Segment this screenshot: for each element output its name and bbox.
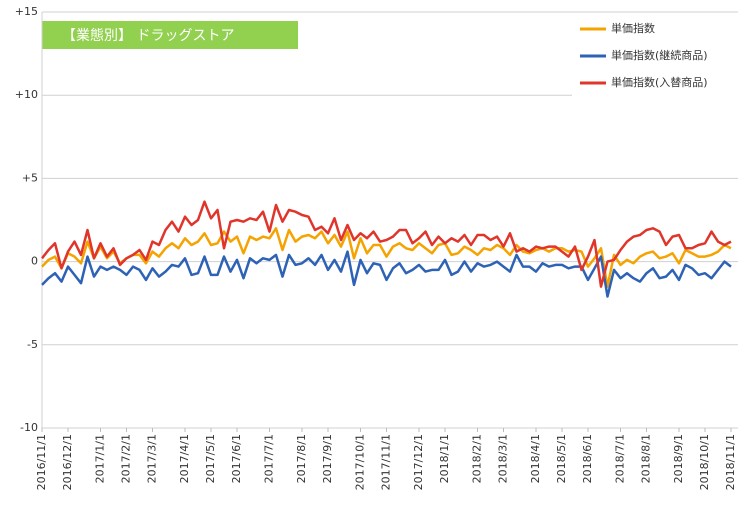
x-tick-label: 2018/1/1 <box>438 434 451 483</box>
x-tick-label: 2018/2/1 <box>471 434 484 483</box>
x-tick-label: 2017/7/1 <box>263 434 276 483</box>
x-tick-label: 2016/12/1 <box>61 434 74 490</box>
legend-label: 単価指数(継続商品) <box>611 48 708 62</box>
x-tick-label: 2018/8/1 <box>640 434 653 483</box>
x-tick-label: 2017/1/1 <box>94 434 107 483</box>
x-tick-label: 2018/11/1 <box>724 434 737 490</box>
x-tick-label: 2018/4/1 <box>529 434 542 483</box>
x-tick-label: 2017/12/1 <box>412 434 425 490</box>
x-tick-label: 2017/9/1 <box>321 434 334 483</box>
x-tick-label: 2017/11/1 <box>380 434 393 490</box>
x-tick-label: 2018/9/1 <box>672 434 685 483</box>
series-line <box>41 200 732 288</box>
x-tick-label: 2017/6/1 <box>230 434 243 483</box>
x-tick-label: 2018/5/1 <box>555 434 568 483</box>
legend-label: 単価指数 <box>611 21 655 35</box>
chart-title: 【業態別】 ドラッグストア <box>62 28 234 44</box>
series-line <box>41 250 732 298</box>
y-tick-label: 0 <box>31 255 38 268</box>
x-tick-label: 2018/7/1 <box>614 434 627 483</box>
x-tick-label: 2017/2/1 <box>120 434 133 483</box>
x-tick-label: 2017/5/1 <box>204 434 217 483</box>
x-tick-label: 2018/10/1 <box>698 434 711 490</box>
legend-label: 単価指数(入替商品) <box>611 75 708 89</box>
x-tick-label: 2017/10/1 <box>354 434 367 490</box>
x-tick-label: 2017/8/1 <box>295 434 308 483</box>
y-tick-label: -10 <box>20 421 38 434</box>
x-tick-label: 2018/6/1 <box>581 434 594 483</box>
x-tick-label: 2017/3/1 <box>146 434 159 483</box>
x-tick-label: 2018/3/1 <box>497 434 510 483</box>
y-tick-label: +10 <box>15 88 38 101</box>
x-tick-label: 2017/4/1 <box>178 434 191 483</box>
y-tick-label: +15 <box>15 5 38 18</box>
y-tick-label: -5 <box>27 338 38 351</box>
x-tick-label: 2016/11/1 <box>35 434 48 490</box>
y-tick-label: +5 <box>22 171 38 184</box>
title-box <box>42 21 298 49</box>
